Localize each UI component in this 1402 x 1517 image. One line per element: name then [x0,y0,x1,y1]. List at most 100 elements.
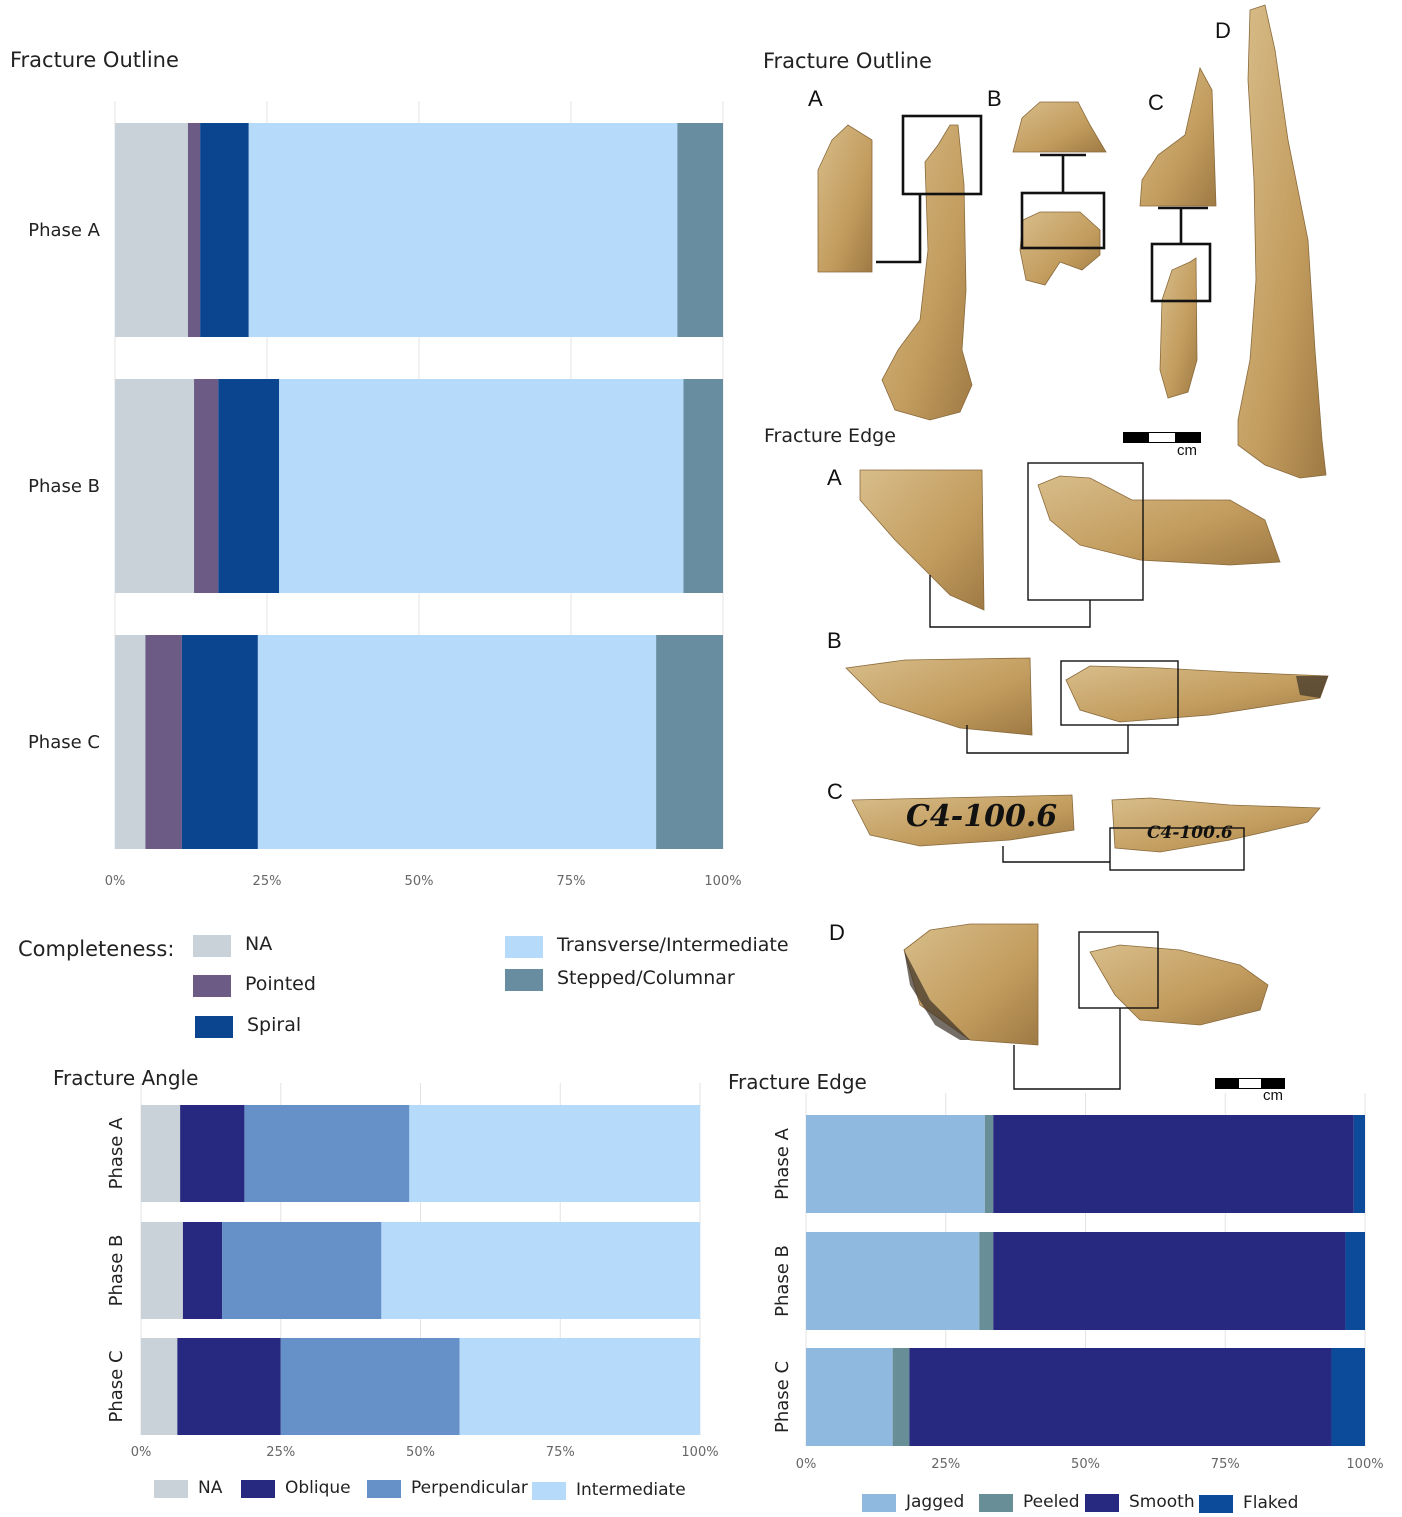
bone-edge-d-right [1089,944,1269,1026]
bar-segment [279,379,684,593]
legend-swatch [1199,1495,1233,1513]
photo-letter-outline-d: D [1215,18,1231,43]
bar-segment [141,1105,181,1202]
bone-specimen-photos: C4-100.6 C4-100.6 [817,4,1329,1090]
scale-bar-edge [1215,1078,1285,1089]
legend-label: Spiral [247,1014,302,1036]
bar-segment [244,1105,410,1202]
svg-text:C4-100.6: C4-100.6 [906,799,1057,834]
legend-swatch [241,1480,275,1498]
legend-title-completeness: Completeness: [18,937,175,961]
bar-segment [909,1348,1332,1446]
chart-svg-1: 0% 25% 50% 75% 100% Phase A Phase B Phase C [106,1083,719,1460]
legend-swatch [195,1016,233,1038]
bone-outline-b-top [1012,101,1107,153]
bone-outline-a [881,124,973,421]
chart-svg-0: 0% 25% 50% 75% 100% Phase A Phase B Phase C [28,101,742,889]
x-tick-label: 50% [1071,1457,1100,1472]
bar-segment [257,635,657,849]
x-tick-label: 75% [1211,1457,1240,1472]
legend-swatch [193,935,231,957]
legend-swatch [367,1480,401,1498]
bone-outline-d [1237,4,1327,479]
bar-segment [218,379,280,593]
category-label: Phase A [28,220,100,241]
legend-label: Peeled [1023,1492,1080,1512]
bar-segment [656,635,723,849]
bar-segment [141,1222,183,1319]
legend-label: Smooth [1129,1492,1195,1512]
bar-segment [979,1232,994,1330]
bar-segment [1331,1348,1365,1446]
legend-label: Jagged [906,1492,965,1512]
photo-letter-edge-d: D [829,920,845,945]
bone-edge-b-right [1065,665,1329,723]
bone-edge-b-left [845,657,1033,736]
x-tick-label: 100% [681,1445,718,1460]
legend-swatch [979,1494,1013,1512]
legend-swatch [154,1480,188,1498]
x-tick-label: 25% [931,1457,960,1472]
category-label: Phase C [772,1361,793,1433]
x-tick-label: 100% [704,874,741,889]
chart-title-fracture-edge: Fracture Edge [728,1070,867,1094]
bar-segment [194,379,219,593]
bar-segment [115,635,146,849]
x-tick-label: 100% [1346,1457,1383,1472]
legend-label: Flaked [1243,1493,1299,1513]
category-label: Phase A [106,1117,127,1189]
bone-edge-a-left [859,469,985,611]
legend-label: Stepped/Columnar [557,967,735,989]
bar-segment [200,123,249,337]
x-tick-label: 25% [253,874,282,889]
bar-segment [280,1338,460,1435]
bar-segment [115,379,195,593]
bone-edge-a-right [1037,475,1281,566]
x-tick-label: 75% [546,1445,575,1460]
photo-letter-edge-a: A [827,465,842,490]
legend-label: Pointed [245,973,316,995]
bone-edge-c-left [851,794,1075,847]
bone-outline-a-closeup [817,124,873,273]
bar-segment [180,1105,245,1202]
x-tick-label: 0% [105,874,126,889]
legend-label: NA [198,1478,223,1498]
bone-outline-c-top [1139,66,1217,207]
bar-segment [115,123,188,337]
bar-segment [177,1338,281,1435]
bar-segment [141,1338,178,1435]
bar-segment [222,1222,382,1319]
bar-segment [806,1348,893,1446]
bar-segment [993,1115,1354,1213]
legend-swatch [532,1482,566,1500]
fracture-edge-chart: 0% 25% 50% 75% 100% Phase A Phase B Phase C [760,1093,1400,1480]
legend-swatch [505,969,543,991]
legend-label: Intermediate [576,1480,686,1500]
legend-label: Oblique [285,1478,351,1498]
category-label: Phase C [106,1350,127,1422]
bar-segment [145,635,182,849]
bar-segment [1345,1232,1365,1330]
fracture-angle-chart: 0% 25% 50% 75% 100% Phase A Phase B Phase C [0,1083,760,1470]
x-tick-label: 50% [406,1445,435,1460]
photo-letter-edge-c: C [827,779,843,804]
svg-text:C4-100.6: C4-100.6 [1147,823,1233,843]
bar-segment [677,123,723,337]
scale-bar-outline [1123,432,1201,443]
photo-title-fracture-outline: Fracture Outline [763,49,932,73]
bar-segment [993,1232,1346,1330]
bar-segment [806,1115,985,1213]
legend-label: Perpendicular [411,1478,528,1498]
bar-segment [181,635,258,849]
photo-letter-outline-c: C [1148,90,1164,115]
bar-segment [683,379,723,593]
legend-label: Transverse/Intermediate [557,934,789,956]
chart-svg-2: 0% 25% 50% 75% 100% Phase A Phase B Phase C [772,1093,1384,1472]
bar-segment [248,123,678,337]
category-label: Phase A [772,1127,793,1199]
bar-segment [806,1232,980,1330]
bar-segment [381,1222,700,1319]
bone-edge-d-left [903,923,1039,1046]
legend-label: NA [245,933,273,955]
scale-unit-outline: cm [1177,442,1197,459]
